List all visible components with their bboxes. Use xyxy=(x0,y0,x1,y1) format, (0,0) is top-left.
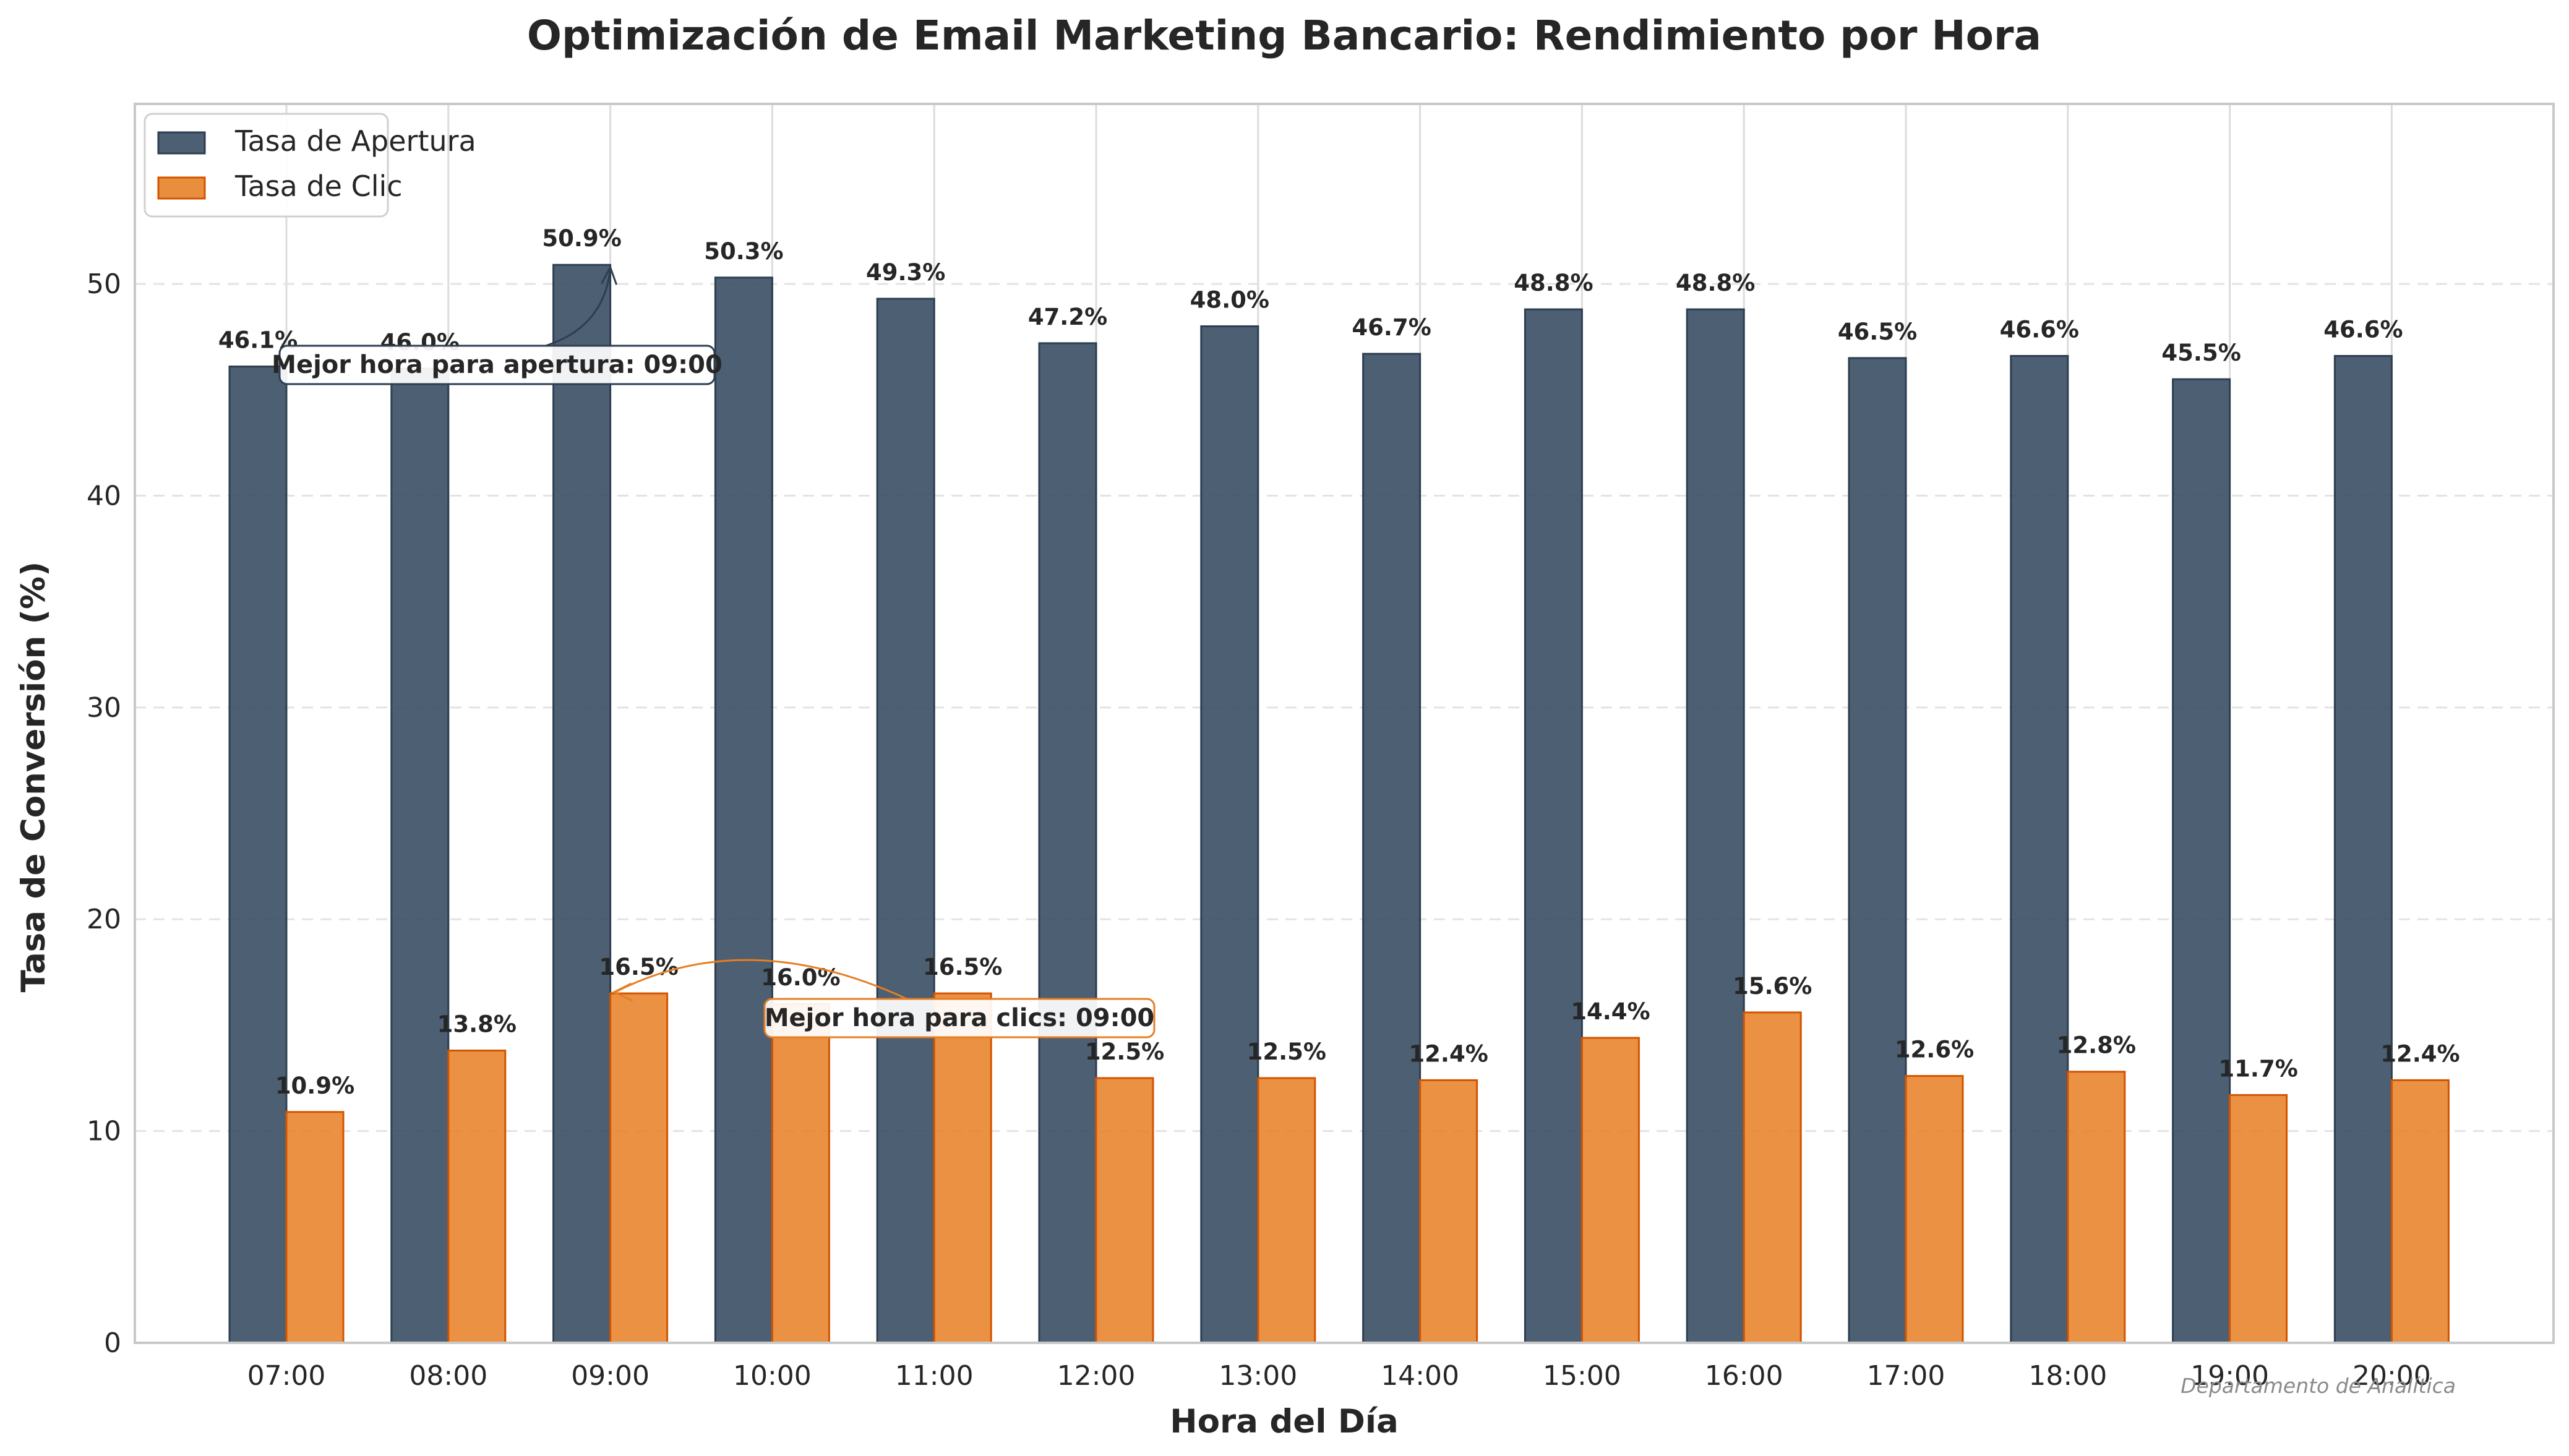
data-label-open-rate: 48.8% xyxy=(1514,270,1593,296)
chart-title: Optimización de Email Marketing Bancario… xyxy=(527,12,2041,59)
x-tick-label: 13:00 xyxy=(1219,1360,1297,1392)
bar-open-rate xyxy=(1200,325,1259,1344)
bar-open-rate xyxy=(2010,354,2069,1344)
x-tick-label: 08:00 xyxy=(409,1360,487,1392)
data-label-open-rate: 50.9% xyxy=(542,225,621,252)
legend-swatch xyxy=(157,131,206,155)
data-label-click-rate: 13.8% xyxy=(437,1011,517,1037)
x-tick-label: 16:00 xyxy=(1705,1360,1783,1392)
data-label-click-rate: 16.0% xyxy=(761,964,840,991)
bar-open-rate xyxy=(714,276,773,1344)
x-tick-label: 12:00 xyxy=(1057,1360,1136,1392)
annotation-arrow xyxy=(545,268,612,347)
data-label-click-rate: 12.5% xyxy=(1247,1038,1326,1065)
y-tick-label: 40 xyxy=(87,480,121,512)
annotation-arrowhead xyxy=(601,265,618,285)
bar-click-rate xyxy=(1095,1077,1154,1344)
y-tick-label: 10 xyxy=(87,1116,121,1147)
annotation-text: Mejor hora para clics: 09:00 xyxy=(765,1004,1155,1032)
annotation-arrowhead xyxy=(612,982,633,1002)
y-tick-label: 50 xyxy=(87,268,121,300)
data-label-open-rate: 49.3% xyxy=(866,259,945,286)
bar-click-rate xyxy=(1257,1077,1316,1344)
bar-click-rate xyxy=(1905,1075,1964,1344)
data-label-click-rate: 14.4% xyxy=(1571,998,1650,1025)
x-tick-label: 15:00 xyxy=(1543,1360,1621,1392)
data-label-click-rate: 15.6% xyxy=(1733,973,1812,1000)
data-label-click-rate: 12.8% xyxy=(2057,1032,2136,1059)
data-label-click-rate: 16.5% xyxy=(923,954,1002,980)
plot-frame xyxy=(134,103,2555,1344)
data-label-click-rate: 12.4% xyxy=(1409,1040,1488,1067)
annotation-text: Mejor hora para apertura: 09:00 xyxy=(272,351,723,379)
y-tick-label: 0 xyxy=(104,1327,121,1359)
bar-open-rate xyxy=(552,263,612,1344)
x-tick-label: 14:00 xyxy=(1381,1360,1459,1392)
annotation-box xyxy=(763,998,1156,1038)
data-label-open-rate: 46.6% xyxy=(2000,316,2079,343)
data-label-open-rate: 46.7% xyxy=(1352,314,1431,341)
bar-click-rate xyxy=(1580,1037,1640,1344)
y-axis-title: Tasa de Conversión (%) xyxy=(15,562,53,993)
data-label-click-rate: 12.5% xyxy=(1085,1038,1164,1065)
data-label-click-rate: 16.5% xyxy=(599,954,678,980)
data-label-click-rate: 10.9% xyxy=(275,1073,354,1099)
bar-click-rate xyxy=(609,992,669,1344)
x-tick-label: 09:00 xyxy=(571,1360,650,1392)
y-tick-label: 20 xyxy=(87,904,121,935)
x-axis-title: Hora del Día xyxy=(1170,1403,1399,1441)
axes-layer: 0 10 20 30 40 50 07:00 08:00 09:00 10:00 11:00 12:0… xyxy=(87,103,2555,1392)
data-label-open-rate: 48.8% xyxy=(1676,270,1755,296)
data-label-open-rate: 50.3% xyxy=(704,238,783,265)
bar-open-rate xyxy=(1038,342,1097,1344)
annotation-box xyxy=(278,345,716,385)
bar-click-rate xyxy=(447,1049,507,1344)
data-label-click-rate: 12.4% xyxy=(2380,1040,2460,1067)
x-tick-label: 18:00 xyxy=(2028,1360,2107,1392)
annotations-layer: Mejor hora para apertura: 09:00 Mejor hor… xyxy=(272,265,1156,1038)
bar-open-rate xyxy=(2172,378,2231,1344)
x-tick-label: 19:00 xyxy=(2190,1360,2269,1392)
x-tick-label: 17:00 xyxy=(1867,1360,1945,1392)
bar-click-rate xyxy=(2067,1071,2126,1344)
legend-label: Tasa de Clic xyxy=(234,169,403,203)
annotation-arrow xyxy=(614,959,907,1000)
data-label-open-rate: 45.5% xyxy=(2161,340,2241,366)
y-tick-label: 30 xyxy=(87,692,121,724)
x-tick-label: 07:00 xyxy=(247,1360,326,1392)
x-tick-label: 20:00 xyxy=(2352,1360,2431,1392)
watermark-text: Departamento de Analítica xyxy=(2181,1374,2456,1398)
data-label-click-rate: 12.6% xyxy=(1895,1037,1974,1063)
bar-click-rate xyxy=(2229,1094,2288,1344)
bar-open-rate xyxy=(1524,308,1583,1344)
data-label-open-rate: 46.5% xyxy=(1838,319,1917,345)
bar-click-rate xyxy=(1743,1011,1802,1344)
bar-open-rate xyxy=(1362,353,1422,1344)
bar-click-rate xyxy=(2390,1079,2450,1344)
bar-click-rate xyxy=(771,1003,830,1344)
legend-label: Tasa de Apertura xyxy=(234,124,476,158)
data-label-open-rate: 47.2% xyxy=(1028,304,1107,330)
legend-swatch xyxy=(157,176,206,200)
bars-layer xyxy=(228,263,2450,1344)
bar-click-rate xyxy=(285,1111,345,1344)
bar-open-rate xyxy=(1848,357,1907,1344)
bar-click-rate xyxy=(1419,1079,1478,1344)
data-label-open-rate: 48.0% xyxy=(1190,287,1269,314)
x-tick-label: 10:00 xyxy=(733,1360,812,1392)
bar-open-rate xyxy=(2333,354,2393,1344)
legend: Tasa de Apertura Tasa de Clic xyxy=(144,113,476,218)
bar-open-rate xyxy=(1686,308,1745,1344)
bar-open-rate xyxy=(390,367,450,1344)
data-labels-layer: 46.1% 46.0%50.9% 50.3%49.3%47.2%48.0%46.7%… xyxy=(218,225,2460,1099)
data-label-click-rate: 11.7% xyxy=(2218,1055,2297,1082)
bar-open-rate xyxy=(228,366,288,1344)
data-label-open-rate: 46.6% xyxy=(2323,316,2403,343)
bar-click-rate xyxy=(933,992,992,1344)
bar-open-rate xyxy=(876,298,935,1344)
x-tick-label: 11:00 xyxy=(895,1360,974,1392)
